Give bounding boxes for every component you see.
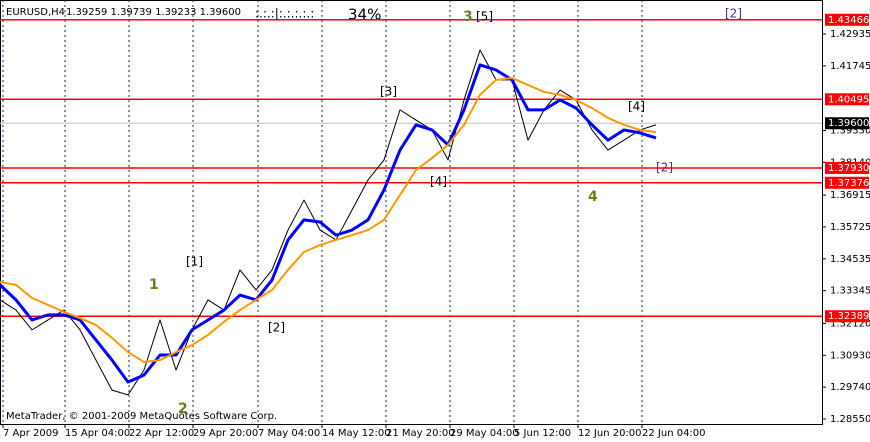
level-box [825, 161, 869, 174]
x-tick-label: 12 Jun 20:00 [578, 428, 642, 439]
wave-label: [5] [476, 10, 493, 24]
wave-label: [2] [656, 161, 673, 175]
levels [0, 19, 822, 317]
wave-label: 1 [149, 277, 159, 293]
wave-label: [4] [628, 100, 645, 114]
ohlc-label: 1.39259 1.39739 1.39233 1.39600 [66, 7, 241, 18]
level-box [825, 176, 869, 189]
wave-label: [3] [380, 85, 397, 99]
labels: [1] 1 2 [2] [3] [4] 3 [5] 4 [4] [2] [2] [149, 7, 742, 418]
level-label: 1.40495 [828, 94, 869, 105]
x-tick-label: 5 Jun 12:00 [514, 428, 571, 439]
wave-label: 4 [588, 189, 598, 205]
wave-label: 3 [463, 9, 473, 25]
level-label: 1.37930 [828, 163, 869, 174]
y-tick-label: 1.42935 [830, 29, 870, 40]
wave-label: [2] [268, 321, 285, 335]
x-tick-label: 7 Apr 2009 [3, 428, 58, 439]
x-tick-label: 29 May 04:00 [450, 428, 519, 439]
level-box [825, 310, 869, 323]
wave-label: [1] [186, 255, 203, 269]
series-line [0, 77, 657, 363]
y-tick-label: 1.39330 [830, 125, 870, 136]
level-label: 1.32389 [828, 311, 869, 322]
x-tick-label: 21 May 20:00 [386, 428, 455, 439]
x-tick-label: 29 Apr 20:00 [193, 428, 258, 439]
y-tick-label: 1.33345 [830, 286, 870, 297]
wave-label: [4] [430, 175, 447, 189]
copyright: MetaTrader, © 2001-2009 MetaQuotes Softw… [6, 411, 277, 422]
plot-frame [0, 0, 823, 425]
wave-label: 2 [178, 401, 188, 417]
percent: 34% [348, 6, 381, 24]
y-tick-label: 1.30930 [830, 350, 870, 361]
x-tick-label: 7 May 04:00 [258, 428, 320, 439]
y-tick-label: 1.36915 [830, 190, 870, 201]
y-tick-label: 1.32120 [830, 318, 870, 329]
level-label: 1.37376 [828, 178, 869, 189]
series-line [0, 63, 657, 384]
symbol: EURUSD,H4 [6, 7, 65, 18]
y-tick-label: 1.28550 [830, 414, 870, 425]
y-tick-label: 1.29740 [830, 382, 870, 393]
y-tick-label: 1.35725 [830, 222, 870, 233]
level-box [825, 93, 869, 106]
y-tick-label: 1.41745 [830, 61, 870, 72]
y-tick-label: 1.34535 [830, 254, 870, 265]
x-tick-label: 22 Apr 12:00 [129, 428, 194, 439]
wave-label: [2] [725, 7, 742, 21]
level-box [825, 13, 869, 26]
grid [2, 0, 826, 428]
x-tick-label: 22 Jun 04:00 [642, 428, 706, 439]
price-label: 1.39600 [828, 118, 869, 129]
lines [0, 49, 657, 396]
indicator: :.:.:|:.:.:.:.: [255, 7, 314, 21]
x-tick-label: 15 Apr 04:00 [65, 428, 130, 439]
level-label: 1.43466 [828, 15, 869, 26]
x-tick-label: 14 May 12:00 [322, 428, 391, 439]
price-box [825, 117, 869, 130]
